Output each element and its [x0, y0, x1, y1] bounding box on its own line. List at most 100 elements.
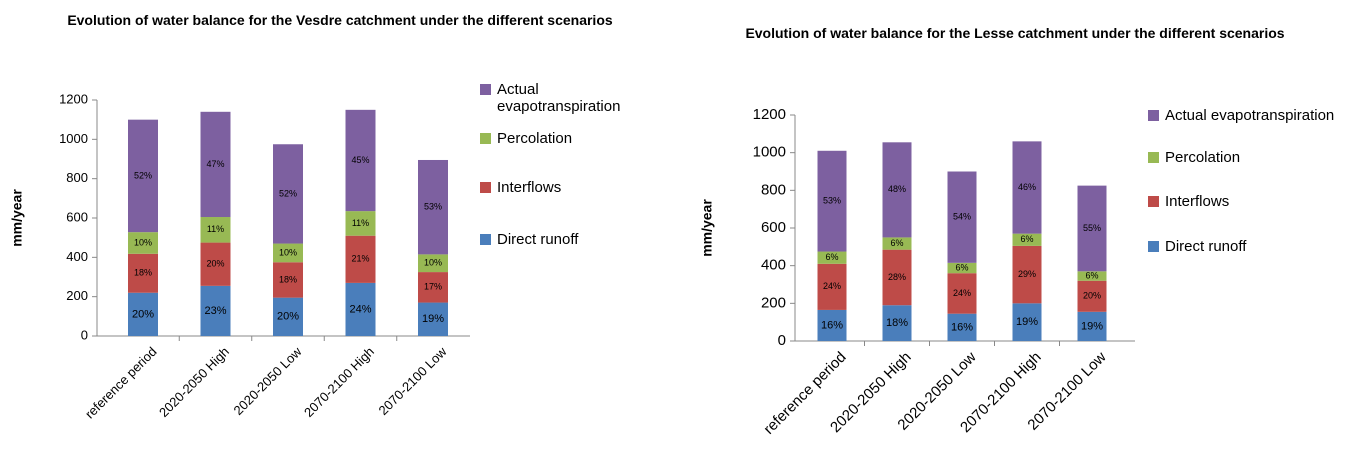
- legend-entry: Interflows: [480, 179, 657, 196]
- bar-segment: [128, 119, 158, 233]
- y-tick-label: 400: [761, 257, 786, 274]
- bar-segment: [1077, 311, 1107, 341]
- x-tick-label: reference period: [82, 344, 160, 422]
- data-label: 52%: [279, 188, 297, 198]
- data-label: 6%: [1085, 270, 1098, 280]
- data-label: 18%: [886, 317, 908, 329]
- bar-segment: [200, 242, 231, 286]
- bar-segment: [947, 273, 977, 314]
- bar-segment: [273, 144, 303, 244]
- bar-segment: [1012, 233, 1042, 246]
- bar-segment: [817, 263, 847, 310]
- data-label: 52%: [134, 170, 152, 180]
- legend-swatch: [1148, 196, 1159, 207]
- legend-swatch: [1148, 152, 1159, 163]
- data-label: 10%: [134, 237, 152, 247]
- bar-segment: [273, 297, 303, 336]
- legend-swatch: [1148, 110, 1159, 121]
- y-tick-label: 1200: [59, 91, 88, 106]
- data-label: 21%: [351, 254, 369, 264]
- legend-swatch: [1148, 241, 1159, 252]
- bar-segment: [1012, 141, 1042, 234]
- data-label: 46%: [1018, 182, 1036, 192]
- legend-swatch: [480, 182, 491, 193]
- bar-segment: [128, 253, 158, 293]
- y-tick-label: 200: [66, 288, 88, 303]
- bar-segment: [947, 171, 977, 263]
- y-tick-label: 200: [761, 294, 786, 311]
- data-label: 28%: [888, 272, 906, 282]
- data-label: 29%: [1018, 269, 1036, 279]
- chart-title: Evolution of water balance for the Lesse…: [745, 25, 1285, 41]
- bar-segment: [817, 309, 847, 341]
- bar-segment: [418, 159, 448, 255]
- bar-segment: [200, 285, 231, 336]
- bar-segment: [345, 109, 376, 212]
- data-label: 20%: [1083, 291, 1101, 301]
- bar-segment: [817, 150, 847, 252]
- y-tick-label: 600: [761, 219, 786, 236]
- bar-segment: [345, 282, 376, 336]
- data-label: 6%: [825, 252, 838, 262]
- legend-swatch: [480, 234, 491, 245]
- data-label: 20%: [132, 308, 154, 320]
- data-label: 47%: [206, 159, 224, 169]
- y-axis-label: mm/year: [699, 199, 715, 257]
- y-axis-label: mm/year: [9, 189, 25, 247]
- data-label: 23%: [204, 305, 226, 317]
- legend-swatch: [480, 84, 491, 95]
- bar-segment: [128, 232, 158, 254]
- data-label: 16%: [821, 319, 843, 331]
- y-tick-label: 1200: [753, 106, 786, 123]
- legend-entry: Actual evapotranspiration: [1148, 107, 1345, 124]
- x-tick-label: 2020-2050 Low: [231, 344, 305, 418]
- data-label: 10%: [424, 258, 442, 268]
- data-label: 19%: [1016, 316, 1038, 328]
- bar-segment: [817, 251, 847, 264]
- data-label: 54%: [953, 212, 971, 222]
- y-tick-label: 600: [66, 209, 88, 224]
- data-label: 6%: [955, 262, 968, 272]
- data-label: 11%: [207, 224, 224, 234]
- data-label: 20%: [206, 259, 224, 269]
- data-label: 19%: [422, 313, 444, 325]
- bar-segment: [1077, 280, 1107, 312]
- data-label: 53%: [424, 202, 442, 212]
- legend-entry: Direct runoff: [1148, 238, 1345, 255]
- bar-segment: [128, 292, 158, 336]
- data-label: 24%: [953, 288, 971, 298]
- bar-segment: [345, 211, 376, 236]
- data-label: 10%: [279, 247, 297, 257]
- data-label: 48%: [888, 184, 906, 194]
- x-tick-label: 2070-2100 High: [301, 344, 377, 420]
- data-label: 6%: [890, 238, 903, 248]
- data-label: 45%: [351, 155, 369, 165]
- bar-segment: [882, 237, 912, 250]
- bar-segment: [882, 142, 912, 238]
- data-label: 17%: [424, 282, 442, 292]
- bar-segment: [1077, 271, 1107, 281]
- chart-title: Evolution of water balance for the Vesdr…: [67, 12, 613, 28]
- bar-segment: [273, 243, 303, 263]
- legend-entry: Interflows: [1148, 193, 1345, 210]
- bar-segment: [345, 235, 376, 283]
- y-tick-label: 0: [778, 332, 786, 349]
- data-label: 53%: [823, 196, 841, 206]
- data-label: 19%: [1081, 320, 1103, 332]
- legend-entry: Percolation: [480, 130, 657, 147]
- y-tick-label: 400: [66, 249, 88, 264]
- legend-swatch: [480, 133, 491, 144]
- y-tick-label: 1000: [59, 131, 88, 146]
- bar-segment: [200, 217, 231, 243]
- bar-segment: [418, 302, 448, 336]
- data-label: 20%: [277, 311, 299, 323]
- data-label: 16%: [951, 321, 973, 333]
- y-tick-label: 0: [81, 327, 88, 342]
- bar-segment: [273, 262, 303, 298]
- x-tick-label: 2020-2050 High: [156, 344, 232, 420]
- y-tick-label: 800: [761, 181, 786, 198]
- legend-entry: Actual evapotranspiration: [480, 81, 657, 115]
- bar-segment: [947, 262, 977, 274]
